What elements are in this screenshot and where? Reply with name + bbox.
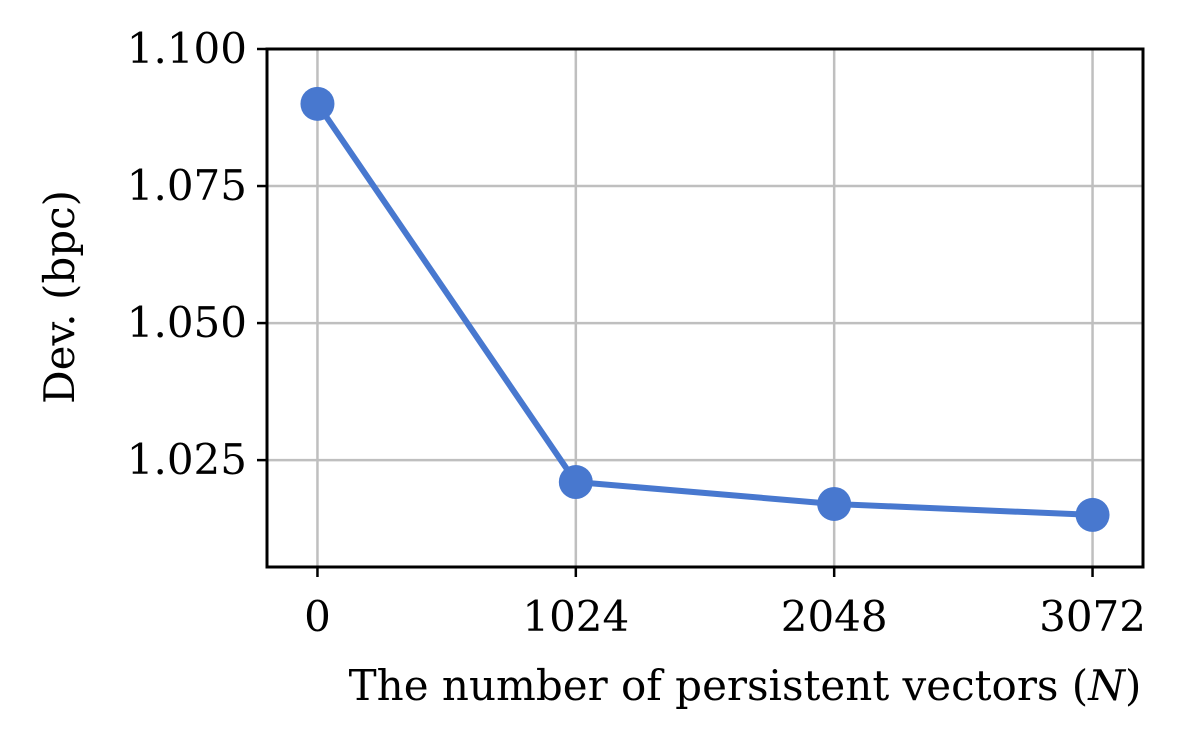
data-point (817, 486, 852, 521)
plot-frame (265, 47, 1145, 569)
y-axis-title: Dev. (bpc) (35, 190, 84, 404)
y-tick-label: 1.050 (127, 298, 247, 347)
data-point (300, 86, 335, 121)
x-tick-label: 1024 (522, 592, 629, 641)
x-tick-label: 3072 (1039, 592, 1146, 641)
series-line (314, 100, 1096, 518)
ticks: 0 1024 2048 3072 1.025 1.050 1.075 1.100 (127, 24, 1146, 641)
y-tick-label: 1.025 (127, 435, 247, 484)
y-tick-label: 1.100 (127, 24, 247, 73)
grid (267, 47, 1143, 567)
y-tick-label: 1.075 (127, 161, 247, 210)
series-layer (300, 86, 1110, 532)
x-tick-label: 2048 (781, 592, 888, 641)
x-axis-title: The number of persistent vectors (N) (349, 661, 1142, 710)
data-point (1075, 497, 1110, 532)
x-axis-title-prefix: The number of persistent vectors ( (349, 661, 1089, 710)
data-point (558, 465, 593, 500)
x-axis-title-variable: N (1087, 661, 1126, 710)
x-tick-label: 0 (304, 592, 331, 641)
x-axis-title-suffix: ) (1125, 661, 1141, 710)
